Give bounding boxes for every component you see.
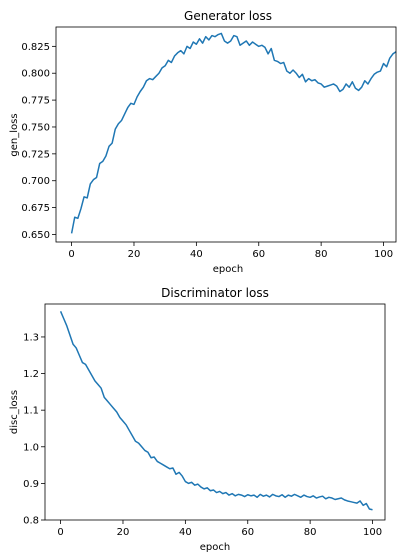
x-tick-label: 60 [252, 249, 265, 260]
x-tick-label: 0 [57, 527, 63, 538]
y-tick-label: 1.1 [23, 406, 39, 417]
x-tick-label: 60 [241, 527, 254, 538]
x-axis-label: epoch [200, 542, 230, 553]
x-axis: 0 20 40 60 80 100 [68, 242, 393, 260]
chart-title: Discriminator loss [161, 286, 269, 300]
y-tick-label: 0.675 [21, 203, 50, 214]
discriminator-loss-chart: Discriminator loss 0.8 0.9 1.0 1.1 1.2 1.3 0 2… [9, 286, 386, 553]
x-tick-label: 80 [315, 249, 328, 260]
x-axis-label: epoch [213, 264, 243, 275]
y-tick-label: 0.800 [21, 69, 50, 80]
series-area [70, 32, 397, 234]
y-axis: 0.650 0.675 0.700 0.725 0.750 0.775 0.800 0.825 [21, 42, 56, 241]
series-line-disc_loss [59, 311, 373, 511]
y-tick-label: 0.750 [21, 122, 50, 133]
x-tick-label: 100 [363, 527, 382, 538]
x-axis: 0 20 40 60 80 100 [57, 520, 382, 538]
x-tick-label: 40 [190, 249, 203, 260]
plot-frame [44, 303, 386, 521]
y-axis: 0.8 0.9 1.0 1.1 1.2 1.3 [23, 332, 45, 527]
y-tick-label: 0.825 [21, 42, 50, 53]
y-tick-label: 1.0 [23, 442, 39, 453]
x-tick-label: 40 [179, 527, 192, 538]
y-axis-label: gen_loss [9, 113, 20, 156]
y-axis-label: disc_loss [9, 390, 20, 434]
y-tick-label: 0.725 [21, 149, 50, 160]
x-tick-label: 80 [304, 527, 317, 538]
plot-frame [55, 26, 397, 243]
x-tick-label: 20 [117, 527, 130, 538]
y-tick-label: 0.700 [21, 176, 50, 187]
series-area [59, 311, 373, 511]
y-tick-label: 0.9 [23, 479, 39, 490]
chart-title: Generator loss [184, 9, 272, 23]
y-tick-label: 1.3 [23, 332, 39, 343]
x-tick-label: 20 [128, 249, 141, 260]
y-tick-label: 1.2 [23, 369, 39, 380]
x-tick-label: 100 [374, 249, 393, 260]
series-line-gen_loss [70, 32, 397, 234]
y-tick-label: 0.775 [21, 96, 50, 107]
x-tick-label: 0 [68, 249, 74, 260]
generator-loss-chart: Generator loss 0.650 0.675 0.700 0.725 0.750… [9, 9, 397, 275]
y-tick-label: 0.8 [23, 516, 39, 527]
y-tick-label: 0.650 [21, 230, 50, 241]
